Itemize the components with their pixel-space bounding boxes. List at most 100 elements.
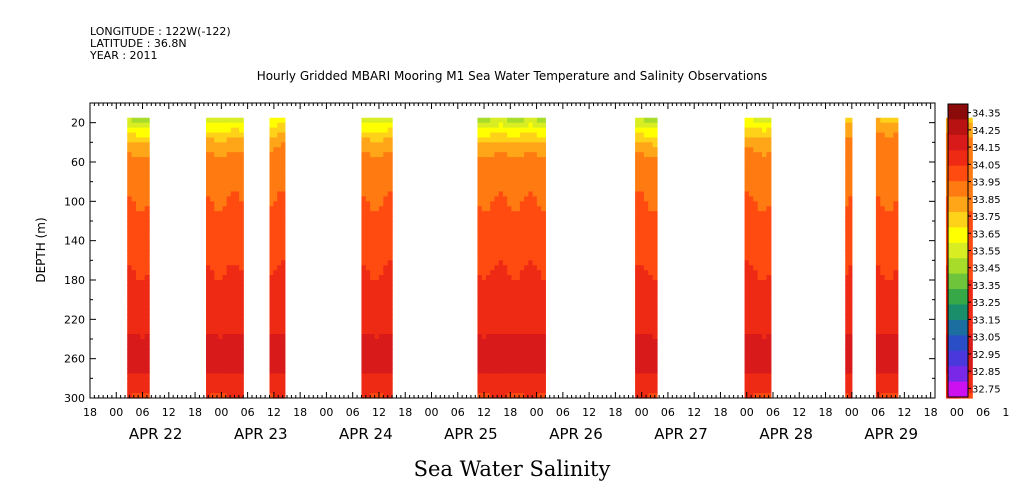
heatmap-cell <box>494 152 500 158</box>
heatmap-cell <box>477 309 483 316</box>
heatmap-cell <box>378 171 384 178</box>
heatmap-cell <box>507 294 512 301</box>
heatmap-cell <box>757 309 763 316</box>
heatmap-cell <box>648 196 654 202</box>
heatmap-cell <box>635 186 641 193</box>
heatmap-cell <box>766 196 772 202</box>
heatmap-cell <box>845 294 850 301</box>
heatmap-cell <box>511 137 517 143</box>
heatmap-cell <box>889 304 895 311</box>
heatmap-cell <box>893 137 899 143</box>
heatmap-cell <box>744 230 750 237</box>
heatmap-cell <box>370 334 376 340</box>
heatmap-cell <box>845 122 850 129</box>
heatmap-cell <box>222 314 228 320</box>
heatmap-cell <box>273 319 278 325</box>
heatmap-cell <box>230 275 236 281</box>
heatmap-cell <box>757 289 763 296</box>
heatmap-cell <box>239 152 244 158</box>
heatmap-cell <box>889 171 895 178</box>
heatmap-cell <box>361 206 367 212</box>
heatmap-cell <box>753 368 759 375</box>
heatmap-cell <box>206 270 211 276</box>
heatmap-cell <box>498 201 504 207</box>
heatmap-cell <box>387 137 393 143</box>
heatmap-cell <box>652 275 658 281</box>
heatmap-cell <box>273 225 278 232</box>
heatmap-cell <box>481 127 487 134</box>
heatmap-cell <box>361 211 367 217</box>
heatmap-cell <box>880 147 886 153</box>
heatmap-cell <box>498 206 504 212</box>
heatmap-cell <box>875 260 881 266</box>
heatmap-cell <box>135 142 141 148</box>
heatmap-cell <box>206 152 211 158</box>
heatmap-cell <box>744 289 750 296</box>
heatmap-cell <box>387 329 393 335</box>
heatmap-cell <box>222 201 228 207</box>
heatmap-cell <box>144 122 150 129</box>
heatmap-cell <box>541 284 546 291</box>
heatmap-cell <box>144 240 150 247</box>
heatmap-cell <box>848 348 853 355</box>
heatmap-cell <box>880 294 886 301</box>
heatmap-cell <box>748 176 754 183</box>
heatmap-cell <box>536 176 542 183</box>
colorbar-label: 34.15 <box>972 143 1001 154</box>
heatmap-cell <box>206 358 211 365</box>
heatmap-cell <box>378 230 384 237</box>
heatmap-cell <box>490 265 496 271</box>
heatmap-cell <box>234 348 240 355</box>
heatmap-cell <box>269 171 274 178</box>
heatmap-cell <box>481 270 487 276</box>
heatmap-cell <box>485 348 491 355</box>
heatmap-cell <box>880 260 886 266</box>
heatmap-cell <box>502 122 508 129</box>
heatmap-cell <box>135 368 141 375</box>
heatmap-cell <box>383 289 389 296</box>
heatmap-cell <box>214 176 220 183</box>
heatmap-cell <box>766 280 772 286</box>
heatmap-cell <box>744 176 750 183</box>
heatmap-cell <box>541 294 546 301</box>
heatmap-cell <box>507 358 512 365</box>
heatmap-cell <box>383 137 389 143</box>
heatmap-cell <box>131 329 137 335</box>
heatmap-cell <box>131 206 137 212</box>
heatmap-cell <box>652 196 658 202</box>
heatmap-cell <box>511 132 517 139</box>
heatmap-cell <box>383 176 389 183</box>
heatmap-cell <box>273 186 278 193</box>
heatmap-cell <box>370 230 376 237</box>
heatmap-cell <box>214 137 220 143</box>
heatmap-cell <box>273 329 278 335</box>
heatmap-cell <box>541 122 546 129</box>
heatmap-cell <box>135 270 141 276</box>
heatmap-cell <box>222 221 228 227</box>
heatmap-cell <box>378 284 384 291</box>
heatmap-cell <box>374 201 380 207</box>
heatmap-cell <box>281 309 286 316</box>
heatmap-cell <box>383 245 389 252</box>
heatmap-cell <box>374 176 380 183</box>
heatmap-cell <box>273 363 278 370</box>
heatmap-cell <box>387 186 393 193</box>
heatmap-cell <box>494 363 500 370</box>
heatmap-cell <box>361 132 367 139</box>
heatmap-cell <box>370 393 376 399</box>
heatmap-cell <box>370 275 376 281</box>
heatmap-cell <box>635 162 641 168</box>
colorbar-label: 33.35 <box>972 281 1001 292</box>
heatmap-cell <box>502 181 508 188</box>
heatmap-cell <box>528 117 534 124</box>
heatmap-cell <box>643 260 649 266</box>
heatmap-cell <box>639 373 645 379</box>
heatmap-cell <box>214 294 220 301</box>
heatmap-cell <box>477 211 483 217</box>
heatmap-cell <box>967 157 973 163</box>
heatmap-cell <box>753 270 759 276</box>
heatmap-cell <box>507 181 512 188</box>
heatmap-cell <box>889 353 895 360</box>
heatmap-cell <box>281 176 286 183</box>
heatmap-cell <box>967 181 973 188</box>
